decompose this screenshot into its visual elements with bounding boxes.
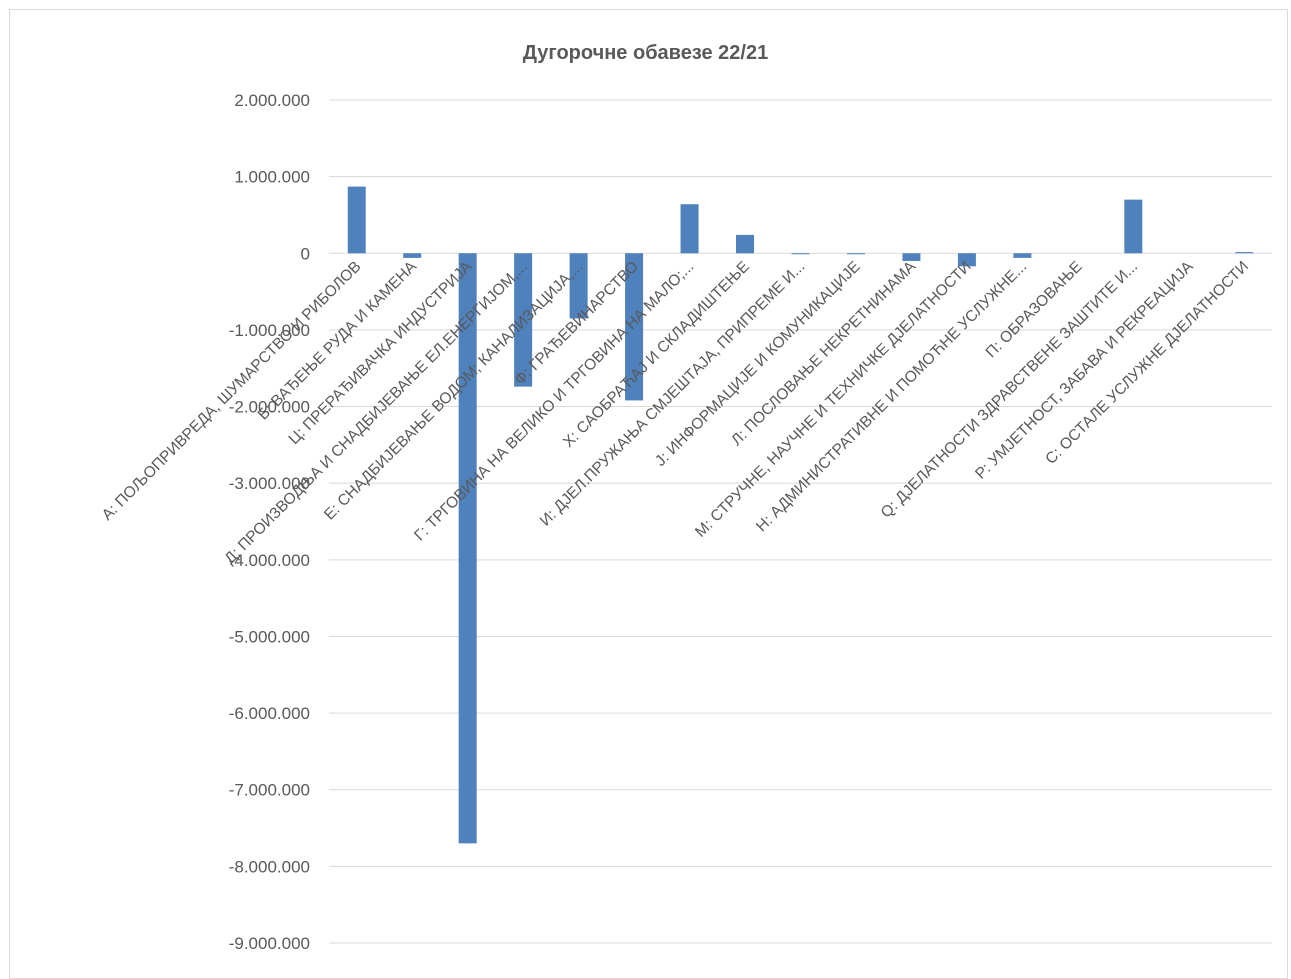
- bar: [347, 186, 366, 254]
- bar: [458, 253, 477, 844]
- y-tick-label: -4.000.000: [229, 551, 310, 570]
- y-tick-label: -2.000.000: [229, 398, 310, 417]
- y-tick-label: 1.000.000: [234, 168, 310, 187]
- bar: [791, 253, 810, 255]
- bar: [1235, 252, 1254, 254]
- y-tick-label: -9.000.000: [229, 934, 310, 953]
- y-tick-label: -6.000.000: [229, 704, 310, 723]
- chart-title: Дугорочне обавезе 22/21: [522, 42, 769, 64]
- bar: [680, 204, 699, 254]
- x-tick-label: Q: ДЈЕЛАТНОСТИ ЗДРАВСТВЕНЕ ЗАШТИТЕ И...: [878, 258, 1141, 521]
- y-tick-label: -8.000.000: [229, 857, 310, 876]
- x-tick-label: П: ОБРАЗОВАЊЕ: [983, 258, 1086, 361]
- chart-frame: [9, 9, 1288, 979]
- bar: [403, 253, 422, 258]
- y-tick-label: -5.000.000: [229, 627, 310, 646]
- bar: [902, 253, 921, 261]
- y-tick-label: -7.000.000: [229, 781, 310, 800]
- bar: [625, 253, 644, 401]
- y-tick-label: -3.000.000: [229, 474, 310, 493]
- x-tick-label: С: ОСТАЛЕ УСЛУЖНЕ ДЈЕЛАТНОСТИ: [1042, 258, 1252, 468]
- bar: [846, 253, 865, 255]
- y-tick-label: 0: [301, 244, 310, 263]
- x-tick-label: Е: СНАДБИЈЕВАЊЕ ВОДОМ; КАНАЛИЗАЦИЈА,...: [321, 258, 586, 523]
- bar: [736, 234, 755, 254]
- x-tick-label: Н: АДМИНИСТРАТИВНЕ И ПОМОЋНЕ УСЛУЖНЕ...: [753, 258, 1030, 535]
- y-tick-label: -1.000.000: [229, 321, 310, 340]
- bar: [569, 253, 588, 319]
- bar: [1124, 199, 1143, 254]
- y-tick-label: 2.000.000: [234, 91, 310, 110]
- bar: [957, 253, 976, 267]
- bar: [514, 253, 533, 387]
- bar: [1013, 253, 1032, 258]
- x-tick-label: Ј: ИНФОРМАЦИЈЕ И КОМУНИКАЦИЈЕ: [652, 258, 864, 470]
